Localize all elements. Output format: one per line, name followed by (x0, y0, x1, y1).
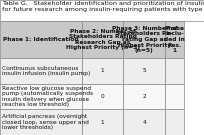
Text: 1: 1 (101, 68, 104, 73)
Bar (82, 109, 123, 135)
Bar (165, 58, 184, 84)
Bar (123, 58, 165, 84)
Bar (0, 84, 82, 109)
Bar (123, 109, 165, 135)
Text: 2: 2 (142, 94, 146, 99)
Text: Phase
Inclu-
ded in
Res.
1: Phase Inclu- ded in Res. 1 (164, 26, 185, 53)
Text: Phase 2: Number of
Stakeholders Rating
Research Gap as
Highest Priority (n=5): Phase 2: Number of Stakeholders Rating R… (65, 29, 140, 50)
Text: Continuous subcutaneous
insulin infusion (insulin pump): Continuous subcutaneous insulin infusion… (2, 66, 90, 76)
Text: 5: 5 (142, 68, 146, 73)
Bar (123, 84, 165, 109)
Text: Phase 3: Number of
Stakeholders Re-
rating Gap as
Highest Priority
(n=5): Phase 3: Number of Stakeholders Re- rati… (112, 26, 177, 53)
Text: Reactive low glucose suspend
pump (automatically suspends
insulin delivery when : Reactive low glucose suspend pump (autom… (2, 86, 93, 107)
Bar (123, 21, 165, 58)
Bar (0, 0, 204, 21)
Bar (82, 58, 123, 84)
Bar (0, 109, 82, 135)
Bar (82, 84, 123, 109)
Bar (165, 21, 184, 58)
Text: Phase 1: Identification: Phase 1: Identification (3, 37, 79, 42)
Text: Artificial pancreas (overnight
closed loop, sense upper and
lower thresholds): Artificial pancreas (overnight closed lo… (2, 114, 89, 130)
Text: 0: 0 (101, 94, 104, 99)
Text: 1: 1 (101, 120, 104, 125)
Bar (0, 58, 82, 84)
Bar (165, 109, 184, 135)
Text: Table G.   Stakeholder identification and prioritization of insulin delivery met: Table G. Stakeholder identification and … (2, 1, 204, 12)
Text: 4: 4 (142, 120, 146, 125)
Bar (82, 21, 123, 58)
Bar (165, 84, 184, 109)
Bar (0, 21, 82, 58)
